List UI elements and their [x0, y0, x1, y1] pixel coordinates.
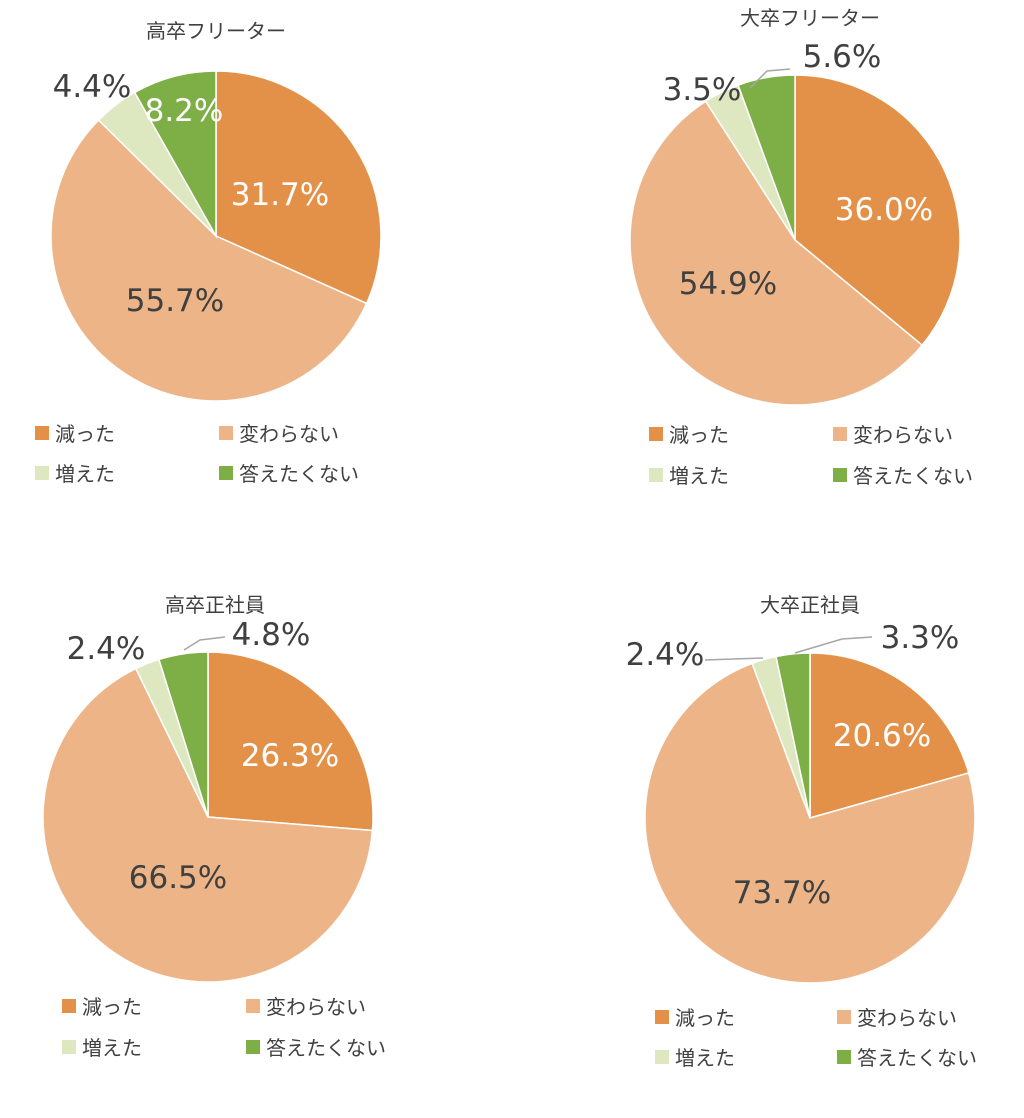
legend-item-unchanged: 変わらない	[246, 991, 366, 1020]
chart-title: 高卒正社員	[165, 593, 265, 617]
pie-chart-1: 高卒フリーター 31.7% 55.7% 4.4% 8.2%	[50, 19, 382, 402]
pie-chart-4: 大卒正社員 20.6% 73.7% 2.4% 3.3%	[626, 593, 976, 984]
legend-swatch-no-answer	[246, 1039, 260, 1054]
legend-item-increased: 増えた	[62, 1032, 142, 1061]
legend-chart-3: 減った 変わらない 増えた 答えたくない	[62, 991, 462, 1071]
chart-title: 大卒フリーター	[740, 6, 880, 30]
data-label-increased: 4.4%	[53, 69, 132, 105]
legend-item-no-answer: 答えたくない	[837, 1042, 977, 1071]
legend-label-increased: 増えた	[82, 1036, 142, 1060]
legend-swatch-increased	[649, 467, 663, 482]
legend-label-unchanged: 変わらない	[857, 1006, 957, 1030]
pie-slice-decreased	[215, 70, 382, 305]
legend-item-unchanged: 変わらない	[219, 418, 339, 447]
legend-swatch-no-answer	[833, 467, 847, 482]
legend-label-increased: 増えた	[669, 464, 729, 488]
chart-title: 大卒正社員	[760, 593, 860, 617]
leader-line	[749, 68, 791, 89]
data-label-increased: 2.4%	[626, 637, 705, 673]
data-label-unchanged: 55.7%	[126, 283, 224, 319]
legend-item-no-answer: 答えたくない	[833, 460, 973, 489]
legend-swatch-decreased	[655, 1009, 669, 1024]
legend-label-unchanged: 変わらない	[239, 422, 339, 446]
legend-item-unchanged: 変わらない	[837, 1002, 957, 1031]
chart-title: 高卒フリーター	[146, 19, 286, 43]
data-label-no-answer: 5.6%	[803, 39, 882, 75]
legend-swatch-unchanged	[246, 998, 260, 1013]
data-label-decreased: 31.7%	[231, 177, 329, 213]
legend-item-decreased: 減った	[35, 418, 115, 447]
legend-chart-1: 減った 変わらない 増えた 答えたくない	[35, 418, 435, 498]
data-label-decreased: 20.6%	[833, 718, 931, 754]
legend-label-no-answer: 答えたくない	[857, 1046, 977, 1070]
pie-slice-unchanged	[629, 100, 924, 406]
data-label-no-answer: 3.3%	[881, 620, 960, 656]
legend-chart-4: 減った 変わらない 増えた 答えたくない	[655, 1002, 1024, 1082]
legend-label-no-answer: 答えたくない	[239, 462, 359, 486]
legend-label-decreased: 減った	[55, 422, 115, 446]
data-label-unchanged: 54.9%	[679, 266, 777, 302]
legend-swatch-unchanged	[219, 425, 233, 440]
pie-slice-decreased	[794, 74, 961, 347]
leader-line	[183, 636, 226, 651]
pie-slice-no-answer	[775, 652, 811, 819]
legend-swatch-unchanged	[833, 426, 847, 441]
data-label-increased: 2.4%	[67, 631, 146, 667]
legend-label-decreased: 減った	[675, 1006, 735, 1030]
legend-item-decreased: 減った	[655, 1002, 735, 1031]
legend-swatch-no-answer	[219, 465, 233, 480]
legend-item-decreased: 減った	[649, 419, 729, 448]
legend-label-no-answer: 答えたくない	[266, 1036, 386, 1060]
data-label-unchanged: 66.5%	[129, 860, 227, 896]
legend-label-decreased: 減った	[669, 423, 729, 447]
data-label-increased: 3.5%	[663, 72, 742, 108]
legend-swatch-decreased	[649, 426, 663, 441]
leader-line	[704, 657, 764, 661]
legend-label-unchanged: 変わらない	[853, 423, 953, 447]
legend-item-decreased: 減った	[62, 991, 142, 1020]
legend-item-increased: 増えた	[35, 458, 115, 487]
data-label-decreased: 36.0%	[835, 192, 933, 228]
legend-label-increased: 増えた	[675, 1046, 735, 1070]
data-label-decreased: 26.3%	[241, 738, 339, 774]
data-label-unchanged: 73.7%	[733, 875, 831, 911]
legend-item-increased: 増えた	[649, 460, 729, 489]
legend-swatch-decreased	[62, 998, 76, 1013]
legend-swatch-unchanged	[837, 1009, 851, 1024]
legend-label-unchanged: 変わらない	[266, 995, 366, 1019]
legend-item-no-answer: 答えたくない	[246, 1032, 386, 1061]
pie-slice-unchanged	[50, 118, 368, 402]
legend-swatch-increased	[35, 465, 49, 480]
leader-line	[794, 636, 873, 654]
data-label-no-answer: 4.8%	[232, 617, 311, 653]
legend-swatch-increased	[62, 1039, 76, 1054]
pie-slice-no-answer	[737, 74, 796, 241]
legend-label-increased: 増えた	[55, 462, 115, 486]
legend-label-decreased: 減った	[82, 995, 142, 1019]
pie-slice-unchanged	[644, 662, 976, 984]
legend-chart-2: 減った 変わらない 増えた 答えたくない	[649, 419, 1024, 499]
legend-swatch-decreased	[35, 425, 49, 440]
pie-chart-2: 大卒フリーター 36.0% 54.9% 3.5% 5.6%	[629, 6, 961, 406]
legend-swatch-no-answer	[837, 1049, 851, 1064]
pie-slice-no-answer	[133, 70, 217, 239]
pie-slice-decreased	[809, 652, 970, 819]
pie-slice-unchanged	[42, 667, 374, 983]
legend-item-increased: 増えた	[655, 1042, 735, 1071]
legend-label-no-answer: 答えたくない	[853, 464, 973, 488]
pie-slice-decreased	[207, 651, 374, 832]
pie-slice-no-answer	[158, 651, 209, 818]
legend-item-unchanged: 変わらない	[833, 419, 953, 448]
data-label-no-answer: 8.2%	[145, 93, 224, 129]
legend-item-no-answer: 答えたくない	[219, 458, 359, 487]
legend-swatch-increased	[655, 1049, 669, 1064]
pie-chart-3: 高卒正社員 26.3% 66.5% 2.4% 4.8%	[42, 593, 374, 983]
